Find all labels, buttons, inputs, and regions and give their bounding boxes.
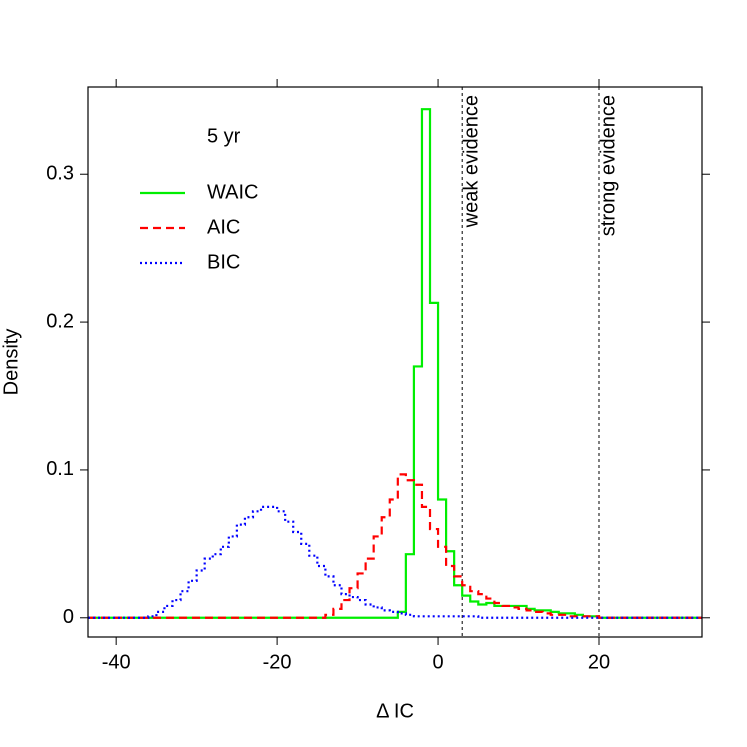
series-line (88, 505, 702, 619)
series-line (88, 108, 702, 619)
x-axis-label: Δ IC (376, 700, 414, 722)
y-tick-label: 0.3 (46, 163, 74, 185)
legend-label: AIC (207, 216, 240, 238)
reference-label: weak evidence (460, 95, 482, 228)
y-axis-label: Density (0, 329, 22, 396)
x-tick-label: 20 (588, 651, 610, 673)
x-tick-label: -40 (102, 651, 131, 673)
y-tick-label: 0.2 (46, 310, 74, 332)
y-tick-label: 0.1 (46, 458, 74, 480)
x-tick-label: -20 (263, 651, 292, 673)
plot-frame (87, 86, 703, 638)
reference-label: strong evidence (597, 95, 619, 236)
legend-label: BIC (207, 251, 240, 273)
annotation: 5 yr (207, 125, 241, 147)
series-line (88, 473, 702, 619)
legend-label: WAIC (207, 181, 258, 203)
y-tick-label: 0 (63, 606, 74, 628)
x-tick-label: 0 (432, 651, 443, 673)
